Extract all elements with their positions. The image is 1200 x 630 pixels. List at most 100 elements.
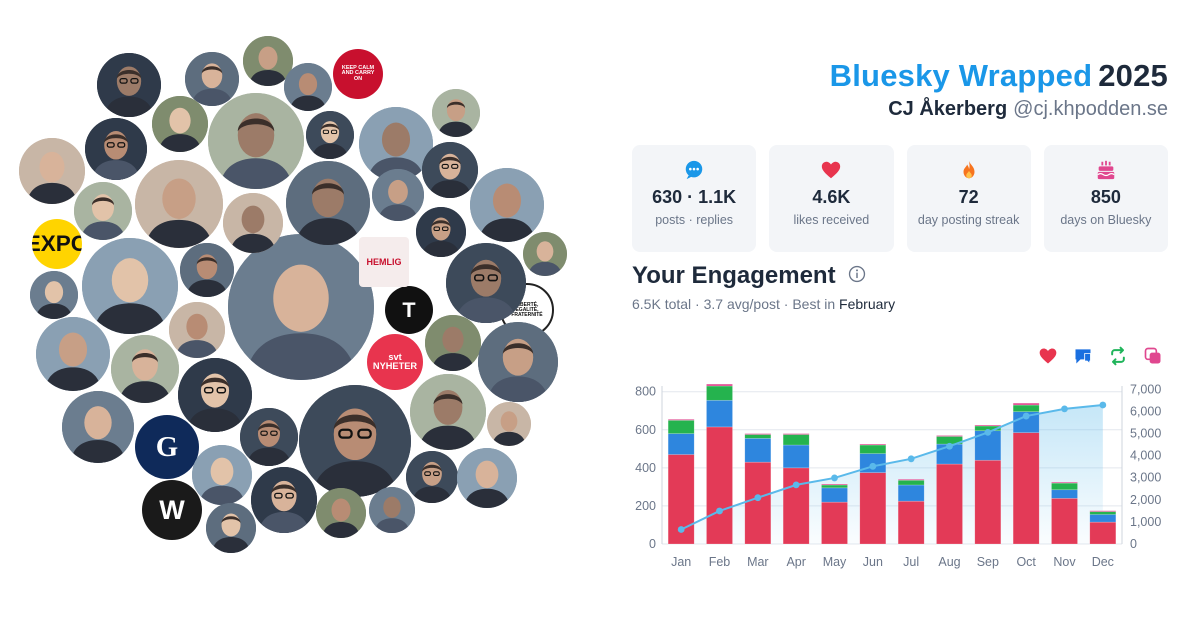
bar-segment-likes bbox=[859, 472, 887, 545]
y-right-tick-label: 0 bbox=[1130, 537, 1137, 551]
bar-segment-likes bbox=[1012, 432, 1040, 545]
logo-avatar-label: KEEP CALM AND CARRY ON bbox=[341, 64, 375, 82]
logo-avatar-label: HEMLIG bbox=[366, 256, 402, 267]
header: Bluesky Wrapped 2025 CJ Åkerberg @cj.khpod… bbox=[830, 58, 1168, 121]
logo-avatar: T bbox=[385, 286, 433, 334]
bar-segment-likes bbox=[744, 461, 772, 545]
bar-segment-replies bbox=[1089, 514, 1117, 523]
stat-label: day posting streak bbox=[917, 213, 1020, 227]
avatar bbox=[416, 207, 466, 257]
y-left-tick-label: 200 bbox=[635, 499, 656, 513]
cumulative-point bbox=[831, 474, 838, 482]
bar-segment-quotes bbox=[667, 419, 695, 421]
engagement-best-prefix: Best in bbox=[792, 296, 836, 312]
y-left-tick-label: 800 bbox=[635, 385, 656, 399]
logo-avatar-label: svt NYHETER bbox=[372, 351, 418, 371]
flame-icon bbox=[907, 159, 1031, 181]
logo-avatar-label: LIBERTÉ, ÉGALITÉ, FRATERNITÉ bbox=[511, 301, 543, 318]
bar-segment-reposts bbox=[744, 434, 772, 439]
avatar bbox=[523, 232, 567, 276]
bar-segment-replies bbox=[782, 444, 810, 469]
avatar bbox=[223, 193, 283, 253]
info-icon[interactable] bbox=[848, 262, 866, 290]
bar-segment-reposts bbox=[1089, 511, 1117, 515]
bar-segment-reposts bbox=[1051, 482, 1078, 491]
chart-legend bbox=[1038, 346, 1163, 366]
bar-segment-reposts bbox=[821, 484, 848, 489]
user-name: CJ Åkerberg bbox=[888, 98, 1008, 120]
avatar bbox=[240, 408, 298, 466]
avatar bbox=[180, 243, 234, 297]
stat-value: 630 · 1.1K bbox=[652, 187, 737, 207]
avatar bbox=[478, 322, 558, 402]
bar-segment-likes bbox=[1089, 521, 1117, 545]
y-right-tick-label: 3,000 bbox=[1130, 471, 1161, 485]
avatar bbox=[30, 271, 78, 319]
reply-icon[interactable] bbox=[1073, 346, 1093, 366]
avatar bbox=[457, 448, 517, 508]
bar-segment-quotes bbox=[744, 433, 772, 435]
x-tick-label: Jan bbox=[671, 555, 691, 569]
bar-segment-likes bbox=[706, 426, 733, 545]
heart-icon[interactable] bbox=[1038, 346, 1058, 366]
x-tick-label: Mar bbox=[747, 555, 769, 569]
bar-segment-reposts bbox=[782, 434, 810, 446]
quote-icon[interactable] bbox=[1143, 346, 1163, 366]
stat-label: likes received bbox=[793, 213, 870, 227]
y-right-tick-label: 7,000 bbox=[1130, 382, 1161, 396]
y-right-tick-label: 4,000 bbox=[1130, 449, 1161, 463]
stat-value: 4.6K bbox=[812, 187, 851, 207]
engagement-summary: 6.5K total · 3.7 avg/post · Best in Febr… bbox=[632, 296, 896, 312]
y-right-tick-label: 1,000 bbox=[1130, 515, 1161, 529]
brand-name: Bluesky Wrapped bbox=[829, 58, 1093, 93]
avatar bbox=[299, 385, 411, 497]
avatar bbox=[306, 111, 354, 159]
y-right-tick-label: 5,000 bbox=[1130, 427, 1161, 441]
cumulative-point bbox=[1022, 412, 1030, 420]
cumulative-point bbox=[984, 429, 992, 436]
user-handle[interactable]: @cj.khpodden.se bbox=[1013, 98, 1168, 120]
y-left-tick-label: 0 bbox=[649, 537, 656, 551]
stat-card-streak: 72 day posting streak bbox=[906, 145, 1031, 252]
y-left-tick-label: 400 bbox=[635, 461, 656, 475]
avatar bbox=[432, 89, 480, 137]
x-tick-label: Jul bbox=[903, 555, 919, 569]
stat-card-posts: 630 · 1.1K posts · replies bbox=[632, 145, 757, 252]
x-tick-label: Apr bbox=[786, 555, 805, 569]
x-tick-label: Aug bbox=[938, 555, 960, 569]
cumulative-point bbox=[869, 462, 877, 470]
stat-value: 72 bbox=[958, 187, 979, 207]
avatar bbox=[19, 138, 85, 204]
cumulative-point bbox=[1061, 405, 1068, 413]
stats-row: 630 · 1.1K posts · replies 4.6K likes re… bbox=[632, 145, 1168, 252]
logo-avatar: svt NYHETER bbox=[367, 334, 423, 390]
cumulative-point bbox=[1099, 401, 1107, 409]
avatar bbox=[316, 488, 366, 538]
engagement-avg: 3.7 avg/post bbox=[703, 296, 780, 312]
logo-avatar-label: G bbox=[155, 430, 179, 463]
avatar bbox=[410, 374, 486, 450]
bar-segment-likes bbox=[936, 463, 963, 545]
bar-segment-quotes bbox=[1012, 402, 1040, 406]
cake-icon bbox=[1044, 159, 1168, 181]
bar-segment-quotes bbox=[706, 383, 733, 387]
avatar bbox=[36, 317, 110, 391]
cumulative-area bbox=[681, 405, 1103, 544]
avatar bbox=[111, 335, 179, 403]
avatar bbox=[406, 451, 458, 503]
bar-segment-reposts bbox=[897, 479, 925, 486]
x-tick-label: Feb bbox=[709, 555, 731, 569]
x-tick-label: Oct bbox=[1016, 555, 1036, 569]
cumulative-point bbox=[754, 494, 762, 502]
bar-segment-replies bbox=[1051, 489, 1078, 499]
x-tick-label: Sep bbox=[977, 555, 999, 569]
bar-segment-quotes bbox=[782, 433, 810, 435]
avatar bbox=[135, 160, 223, 248]
logo-avatar: W bbox=[142, 480, 202, 540]
bar-segment-quotes bbox=[1051, 481, 1078, 484]
app-title: Bluesky Wrapped 2025 bbox=[830, 58, 1168, 94]
bar-segment-likes bbox=[974, 459, 1002, 545]
avatar bbox=[446, 243, 526, 323]
repost-icon[interactable] bbox=[1108, 346, 1128, 366]
cumulative-point bbox=[907, 455, 915, 463]
